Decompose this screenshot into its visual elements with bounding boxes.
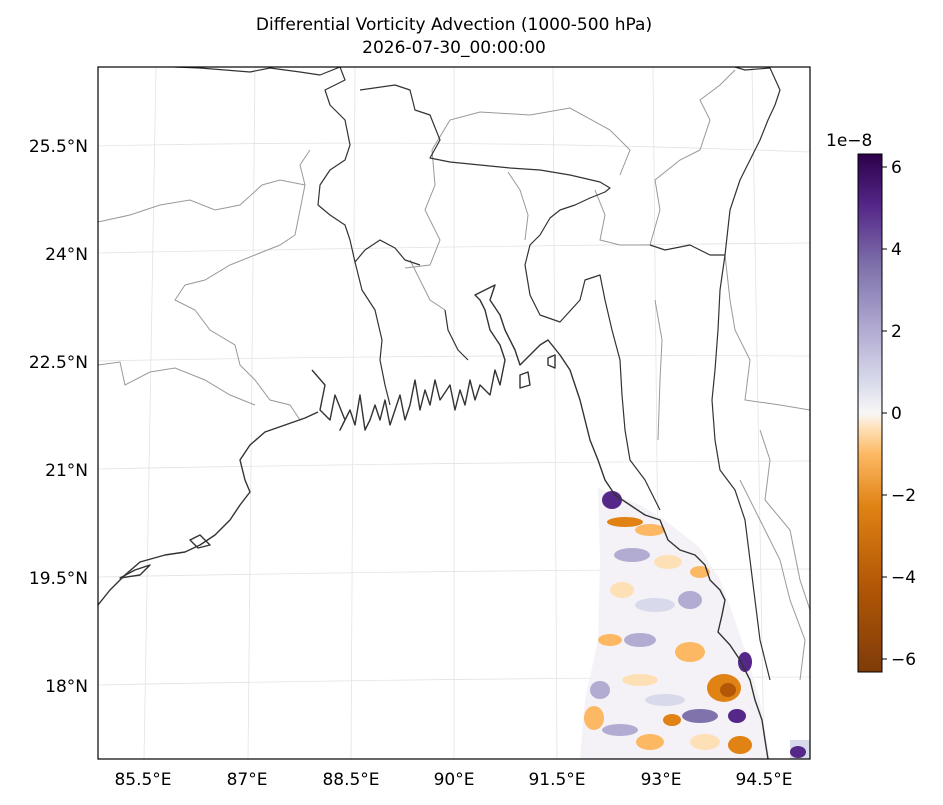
lon-tick-label: 91.5°E	[528, 770, 585, 790]
colorbar-tick-label: −4	[891, 568, 916, 588]
colorbar-tick-label: −6	[891, 650, 916, 670]
gridline-lon-94.5	[751, 67, 765, 759]
map-title: Differential Vorticity Advection (1000-5…	[256, 15, 652, 35]
vorticity-field	[580, 488, 810, 759]
lon-tick-labels: 85.5°E 87°E 88.5°E 90°E 91.5°E 93°E 94.5…	[114, 770, 792, 790]
gridline-lon-85.5	[143, 67, 157, 759]
colorbar-tick-label: 6	[891, 158, 902, 178]
lon-tick-label: 90°E	[434, 770, 475, 790]
colorbar-exponent: 1e−8	[826, 131, 872, 151]
lon-tick-label: 94.5°E	[735, 770, 792, 790]
colorbar-gradient	[857, 153, 883, 673]
lat-tick-label: 25.5°N	[29, 137, 88, 157]
lon-tick-label: 93°E	[641, 770, 682, 790]
lon-tick-label: 88.5°E	[322, 770, 379, 790]
gridline-lon-91.5	[552, 67, 558, 759]
lat-tick-label: 24°N	[45, 245, 88, 265]
lat-tick-labels: 25.5°N 24°N 22.5°N 21°N 19.5°N 18°N	[29, 137, 88, 697]
lat-tick-label: 21°N	[45, 461, 88, 481]
colorbar-tick-label: 2	[891, 322, 902, 342]
colorbar: 1e−8 6 4 2 0 −2 −4 −6	[826, 131, 916, 673]
state-borders	[98, 69, 810, 681]
lat-tick-label: 18°N	[45, 677, 88, 697]
lon-tick-label: 85.5°E	[114, 770, 171, 790]
lon-tick-label: 87°E	[227, 770, 268, 790]
coastline	[98, 284, 769, 759]
lat-tick-label: 19.5°N	[29, 569, 88, 589]
colorbar-tick-label: 4	[891, 240, 902, 260]
gridlines	[98, 67, 810, 759]
national-borders	[174, 67, 781, 681]
colorbar-ticks	[882, 166, 887, 660]
map-subtitle: 2026-07-30_00:00:00	[362, 38, 546, 58]
map-panel	[97, 66, 811, 760]
lat-tick-label: 22.5°N	[29, 353, 88, 373]
gridline-lon-87	[247, 67, 256, 759]
map-frame	[97, 66, 811, 760]
gridline-lon-88.5	[350, 67, 356, 759]
colorbar-tick-label: 0	[891, 404, 902, 424]
colorbar-tick-label: −2	[891, 486, 916, 506]
